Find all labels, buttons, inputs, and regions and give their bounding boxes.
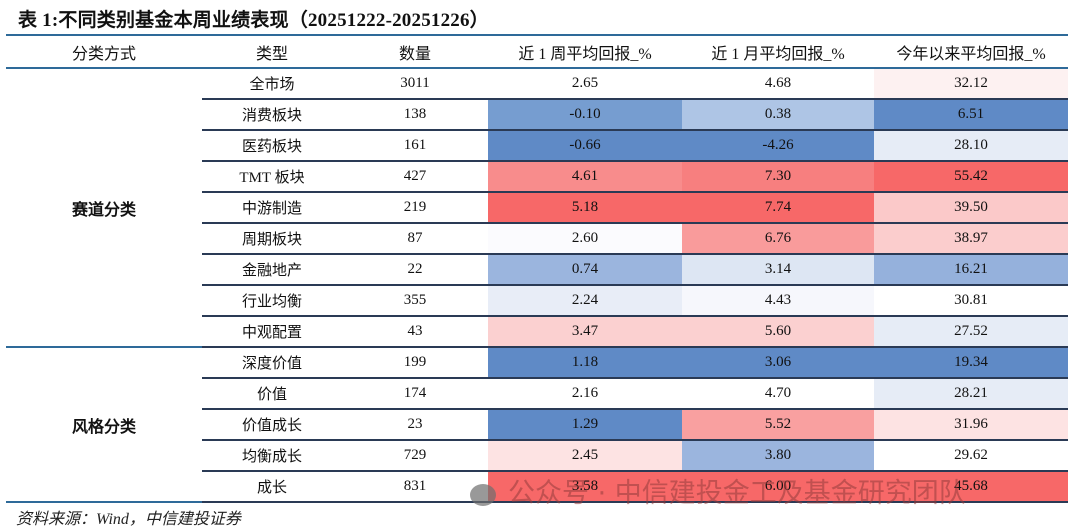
ytd-return-cell: 28.10 <box>874 130 1068 162</box>
1w-return-cell: 5.18 <box>488 192 682 224</box>
header-1w-return: 近 1 周平均回报_% <box>488 34 682 69</box>
count-cell: 729 <box>342 440 488 472</box>
1w-return-cell: -0.10 <box>488 99 682 131</box>
1w-return-cell: 3.47 <box>488 316 682 348</box>
1m-return-cell: 0.38 <box>682 99 874 131</box>
table-row: 金融地产 22 0.74 3.14 16.21 <box>6 254 1068 286</box>
1m-return-cell: 5.60 <box>682 316 874 348</box>
1w-return-cell: 2.45 <box>488 440 682 472</box>
1m-return-cell: -4.26 <box>682 130 874 162</box>
ytd-return-cell: 55.42 <box>874 161 1068 193</box>
1m-return-cell: 7.30 <box>682 161 874 193</box>
1m-return-cell: 6.76 <box>682 223 874 255</box>
1w-return-cell: -0.66 <box>488 130 682 162</box>
ytd-return-cell: 19.34 <box>874 347 1068 379</box>
group-label: 赛道分类 <box>6 68 202 348</box>
1w-return-cell: 2.24 <box>488 285 682 317</box>
type-cell: 均衡成长 <box>202 440 342 472</box>
type-cell: 金融地产 <box>202 254 342 286</box>
count-cell: 138 <box>342 99 488 131</box>
ytd-return-cell: 6.51 <box>874 99 1068 131</box>
table-row: 消费板块 138 -0.10 0.38 6.51 <box>6 99 1068 131</box>
1m-return-cell: 3.14 <box>682 254 874 286</box>
type-cell: 价值 <box>202 378 342 410</box>
1w-return-cell: 3.58 <box>488 471 682 503</box>
1m-return-cell: 7.74 <box>682 192 874 224</box>
header-count: 数量 <box>342 34 488 69</box>
table-row: 成长 831 3.58 6.00 45.68 <box>6 471 1068 503</box>
1m-return-cell: 3.80 <box>682 440 874 472</box>
type-cell: 消费板块 <box>202 99 342 131</box>
count-cell: 3011 <box>342 68 488 100</box>
1w-return-cell: 4.61 <box>488 161 682 193</box>
table-row: 行业均衡 355 2.24 4.43 30.81 <box>6 285 1068 317</box>
1m-return-cell: 4.70 <box>682 378 874 410</box>
source-note: 资料来源：Wind，中信建投证券 <box>16 511 241 528</box>
type-cell: 成长 <box>202 471 342 503</box>
ytd-return-cell: 39.50 <box>874 192 1068 224</box>
1w-return-cell: 0.74 <box>488 254 682 286</box>
count-cell: 23 <box>342 409 488 441</box>
header-type: 类型 <box>202 34 342 69</box>
1w-return-cell: 1.29 <box>488 409 682 441</box>
1m-return-cell: 5.52 <box>682 409 874 441</box>
ytd-return-cell: 16.21 <box>874 254 1068 286</box>
header-category-method: 分类方式 <box>6 34 202 69</box>
count-cell: 427 <box>342 161 488 193</box>
count-cell: 355 <box>342 285 488 317</box>
type-cell: 中游制造 <box>202 192 342 224</box>
type-cell: 中观配置 <box>202 316 342 348</box>
group-label: 风格分类 <box>6 347 202 503</box>
ytd-return-cell: 29.62 <box>874 440 1068 472</box>
type-cell: 全市场 <box>202 68 342 100</box>
type-cell: 深度价值 <box>202 347 342 379</box>
count-cell: 831 <box>342 471 488 503</box>
table-row: 中观配置 43 3.47 5.60 27.52 <box>6 316 1068 348</box>
ytd-return-cell: 45.68 <box>874 471 1068 503</box>
1m-return-cell: 6.00 <box>682 471 874 503</box>
1m-return-cell: 4.43 <box>682 285 874 317</box>
1w-return-cell: 2.16 <box>488 378 682 410</box>
ytd-return-cell: 30.81 <box>874 285 1068 317</box>
count-cell: 174 <box>342 378 488 410</box>
table-row: 周期板块 87 2.60 6.76 38.97 <box>6 223 1068 255</box>
count-cell: 161 <box>342 130 488 162</box>
wechat-icon <box>470 483 496 506</box>
fund-performance-table: 分类方式 类型 数量 近 1 周平均回报_% 近 1 月平均回报_% 今年以来平… <box>6 34 1068 503</box>
count-cell: 43 <box>342 316 488 348</box>
watermark-text: 公众号 · 中信建投金工及基金研究团队 <box>508 478 966 509</box>
ytd-return-cell: 32.12 <box>874 68 1068 100</box>
table-row: 价值 174 2.16 4.70 28.21 <box>6 378 1068 410</box>
count-cell: 22 <box>342 254 488 286</box>
table-row: TMT 板块 427 4.61 7.30 55.42 <box>6 161 1068 193</box>
watermark: 公众号 · 中信建投金工及基金研究团队 <box>470 471 966 510</box>
type-cell: TMT 板块 <box>202 161 342 193</box>
table-row: 价值成长 23 1.29 5.52 31.96 <box>6 409 1068 441</box>
ytd-return-cell: 27.52 <box>874 316 1068 348</box>
type-cell: 行业均衡 <box>202 285 342 317</box>
count-cell: 199 <box>342 347 488 379</box>
table-title: 表 1:不同类别基金本周业绩表现（20251222-20251226） <box>18 10 489 31</box>
table-row: 中游制造 219 5.18 7.74 39.50 <box>6 192 1068 224</box>
type-cell: 周期板块 <box>202 223 342 255</box>
table-row: 均衡成长 729 2.45 3.80 29.62 <box>6 440 1068 472</box>
ytd-return-cell: 38.97 <box>874 223 1068 255</box>
ytd-return-cell: 28.21 <box>874 378 1068 410</box>
1w-return-cell: 2.60 <box>488 223 682 255</box>
table-row: 风格分类 深度价值 199 1.18 3.06 19.34 <box>6 347 1068 503</box>
type-cell: 价值成长 <box>202 409 342 441</box>
type-cell: 医药板块 <box>202 130 342 162</box>
header-ytd-return: 今年以来平均回报_% <box>874 34 1068 69</box>
ytd-return-cell: 31.96 <box>874 409 1068 441</box>
1w-return-cell: 1.18 <box>488 347 682 379</box>
count-cell: 219 <box>342 192 488 224</box>
1m-return-cell: 3.06 <box>682 347 874 379</box>
table-row: 赛道分类 全市场 3011 2.65 4.68 32.12 <box>6 68 1068 348</box>
header-1m-return: 近 1 月平均回报_% <box>682 34 874 69</box>
table-row: 医药板块 161 -0.66 -4.26 28.10 <box>6 130 1068 162</box>
1m-return-cell: 4.68 <box>682 68 874 100</box>
count-cell: 87 <box>342 223 488 255</box>
1w-return-cell: 2.65 <box>488 68 682 100</box>
header-row: 分类方式 类型 数量 近 1 周平均回报_% 近 1 月平均回报_% 今年以来平… <box>6 34 1068 69</box>
